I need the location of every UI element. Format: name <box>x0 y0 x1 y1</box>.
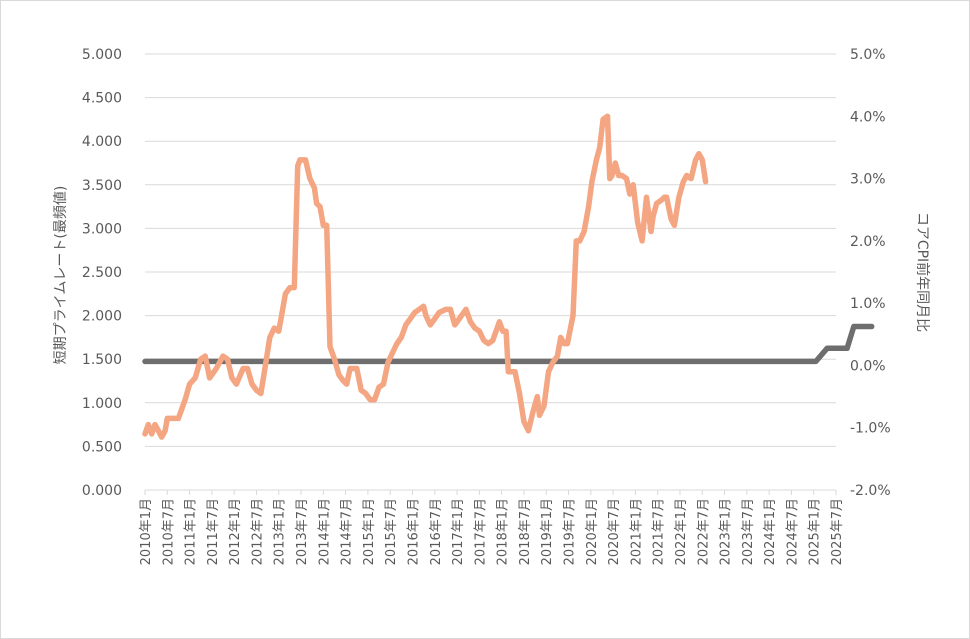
series-line-left-axis <box>142 323 875 365</box>
series-line-right-axis <box>142 113 709 440</box>
series-layer <box>142 113 875 440</box>
x-tick-label: 2010年1月 <box>139 498 154 565</box>
x-tick-label: 2012年1月 <box>228 498 243 565</box>
right-axis-title: コアCPI前年同月比 <box>914 212 931 332</box>
right-tick-label: -1.0% <box>850 421 891 437</box>
x-tick-label: 2021年1月 <box>629 498 644 565</box>
x-tick-label: 2025年7月 <box>830 498 845 565</box>
left-tick-label: 5.000 <box>82 47 122 63</box>
x-tick-label: 2024年1月 <box>763 498 778 565</box>
x-tick-label: 2017年7月 <box>473 498 488 565</box>
left-axis-title: 短期プライムレート(最頻値) <box>53 186 69 365</box>
x-axis-ticks: 2010年1月 2010年7月 2011年1月 2011年7月 2012年1月 2012年… <box>139 490 845 565</box>
x-tick-label: 2014年1月 <box>317 498 332 565</box>
left-tick-label: 4.500 <box>82 91 122 107</box>
left-tick-label: 3.500 <box>82 178 122 194</box>
x-tick-label: 2023年1月 <box>719 498 734 565</box>
x-tick-label: 2017年1月 <box>451 498 466 565</box>
x-tick-label: 2011年7月 <box>206 498 221 565</box>
right-tick-label: 0.0% <box>850 358 886 374</box>
x-tick-label: 2018年7月 <box>518 498 533 565</box>
x-tick-label: 2022年1月 <box>674 498 689 565</box>
left-tick-label: 4.000 <box>82 134 122 150</box>
right-tick-label: 2.0% <box>850 234 886 250</box>
left-tick-label: 0.500 <box>82 439 122 455</box>
x-tick-label: 2024年7月 <box>785 498 800 565</box>
x-tick-label: 2016年7月 <box>429 498 444 565</box>
left-tick-label: 2.000 <box>82 309 122 325</box>
x-tick-label: 2025年1月 <box>808 498 823 565</box>
x-tick-label: 2016年1月 <box>406 498 421 565</box>
x-tick-label: 2020年7月 <box>607 498 622 565</box>
x-tick-label: 2013年7月 <box>295 498 310 565</box>
x-tick-label: 2010年7月 <box>161 498 176 565</box>
x-tick-label: 2019年1月 <box>540 498 555 565</box>
left-tick-label: 1.000 <box>82 396 122 412</box>
x-tick-label: 2020年1月 <box>585 498 600 565</box>
gridlines <box>145 53 836 491</box>
left-tick-label: 0.000 <box>82 483 122 499</box>
x-tick-label: 2022年7月 <box>696 498 711 565</box>
left-tick-label: 3.000 <box>82 221 122 237</box>
right-tick-label: 5.0% <box>850 47 886 63</box>
x-tick-label: 2019年7月 <box>563 498 578 565</box>
x-tick-label: 2015年1月 <box>362 498 377 565</box>
left-tick-label: 2.500 <box>82 265 122 281</box>
right-tick-label: 1.0% <box>850 296 886 312</box>
x-tick-label: 2018年1月 <box>496 498 511 565</box>
x-tick-label: 2012年7月 <box>250 498 265 565</box>
left-axis-ticks: 0.000 0.500 1.000 1.500 2.000 2.500 3.000 3.500… <box>82 47 122 499</box>
x-tick-label: 2021年7月 <box>652 498 667 565</box>
x-tick-label: 2015年7月 <box>384 498 399 565</box>
x-tick-label: 2011年1月 <box>184 498 199 565</box>
x-tick-label: 2014年7月 <box>340 498 355 565</box>
right-axis-ticks: -2.0% -1.0% 0.0% 1.0% 2.0% 3.0% 4.0% 5.0% <box>850 47 891 499</box>
right-tick-label: 4.0% <box>850 109 886 125</box>
x-tick-label: 2023年7月 <box>741 498 756 565</box>
x-tick-label: 2013年1月 <box>273 498 288 565</box>
right-tick-label: 3.0% <box>850 172 886 188</box>
left-tick-label: 1.500 <box>82 352 122 368</box>
right-tick-label: -2.0% <box>850 483 891 499</box>
